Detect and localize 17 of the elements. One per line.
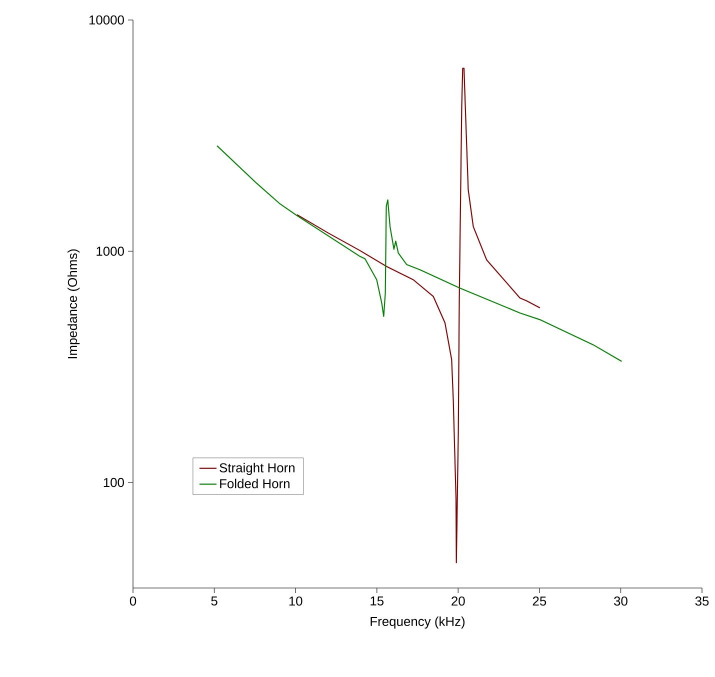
x-tick-label: 20 bbox=[452, 596, 465, 606]
x-tick-label: 0 bbox=[130, 596, 136, 606]
x-tick-label: 5 bbox=[211, 596, 218, 606]
line-series bbox=[296, 68, 540, 564]
y-tick-label: 100 bbox=[104, 478, 124, 488]
legend-label: Straight Horn bbox=[220, 462, 294, 475]
y-axis-title: Impedance (Ohms) bbox=[68, 249, 80, 358]
line-series bbox=[216, 145, 622, 362]
x-tick-label: 10 bbox=[289, 596, 302, 606]
x-tick-label: 25 bbox=[532, 596, 546, 606]
x-tick-label: 15 bbox=[370, 596, 384, 606]
x-tick-label: 30 bbox=[614, 596, 628, 606]
x-axis-title: Frequency (kHz) bbox=[370, 616, 465, 629]
legend-label: Folded Horn bbox=[220, 478, 290, 488]
y-tick-label: 1000 bbox=[96, 246, 124, 256]
y-tick-label: 10000 bbox=[89, 15, 124, 25]
x-tick-label: 35 bbox=[695, 596, 709, 606]
